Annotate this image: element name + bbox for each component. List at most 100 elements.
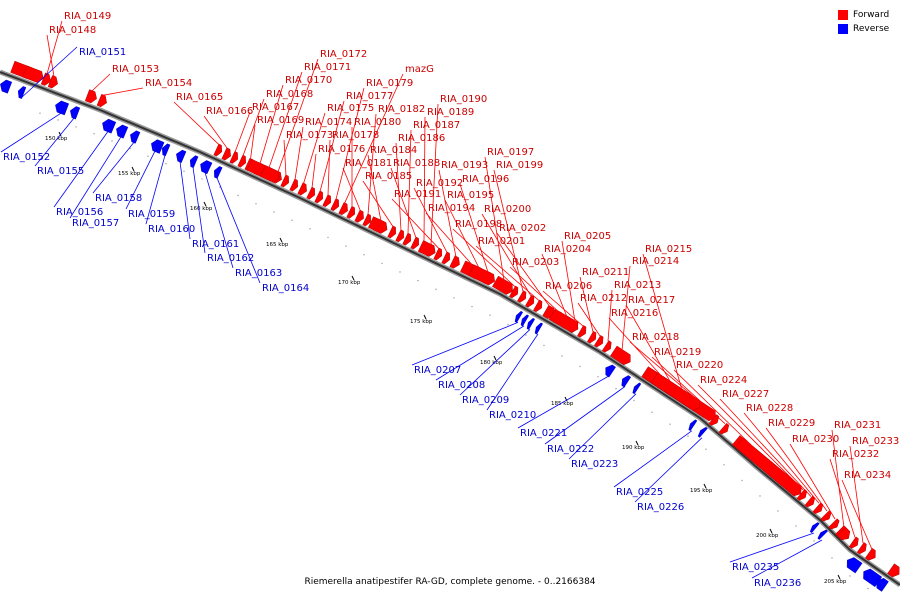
gene-label-ria-0217: RIA_0217 [628, 295, 675, 306]
reverse-gene [817, 529, 828, 540]
scale-dot [651, 411, 653, 413]
gene-label-ria-0162: RIA_0162 [207, 253, 254, 264]
gene-label-ria-0207: RIA_0207 [414, 365, 461, 376]
forward-gene [441, 251, 450, 265]
leader-line [391, 198, 440, 249]
tick-label: 175 kbp [410, 319, 433, 325]
tick-mark [769, 528, 773, 534]
reverse-gene [55, 100, 69, 116]
forward-gene [548, 308, 579, 333]
scale-dot [723, 464, 725, 466]
scale-dot [57, 119, 59, 121]
leader-line [613, 430, 693, 488]
gene-label-ria-0172: RIA_0172 [320, 49, 367, 60]
forward-gene [368, 216, 388, 234]
leader-line [173, 101, 220, 145]
reverse-gene [520, 314, 530, 327]
tick-label: 150 kbp [45, 136, 68, 142]
gene-label-ria-0184: RIA_0184 [370, 145, 417, 156]
reverse-gene [605, 364, 616, 378]
scale-dot [795, 525, 797, 527]
leader-line [367, 113, 377, 215]
forward-gene [848, 536, 859, 549]
leader-line [481, 213, 532, 297]
scale-dot [561, 355, 563, 357]
gene-label-ria-0178: RIA_0178 [332, 130, 379, 141]
tick-mark [351, 275, 355, 281]
legend: Forward Reverse [838, 8, 900, 36]
scale-dot [777, 510, 779, 512]
reverse-gene [526, 317, 536, 330]
gene-label-ria-0200: RIA_0200 [484, 204, 531, 215]
forward-gene [289, 178, 298, 192]
gene-label-ria-0168: RIA_0168 [266, 89, 313, 100]
leader-line [145, 155, 166, 225]
forward-gene [836, 526, 851, 541]
leader-line [607, 289, 613, 342]
tick-mark [58, 131, 62, 137]
leader-line [438, 169, 457, 257]
leader-line [435, 325, 525, 381]
gene-label-ria-0173: RIA_0173 [286, 130, 333, 141]
leader-line [367, 154, 382, 221]
scale-dot [39, 112, 41, 114]
reverse-gene [534, 322, 544, 335]
forward-gene [468, 264, 495, 286]
leader-line [743, 412, 820, 504]
leader-line [204, 172, 234, 269]
gene-label-ria-0171: RIA_0171 [304, 62, 351, 73]
gene-label-ria-0156: RIA_0156 [56, 207, 103, 218]
gene-label-ria-0212: RIA_0212 [580, 293, 627, 304]
scale-dot [111, 140, 113, 142]
gene-label-ria-0194: RIA_0194 [428, 203, 475, 214]
gene-label-ria-0221: RIA_0221 [520, 428, 567, 439]
leader-line [577, 302, 601, 337]
leader-line [413, 187, 448, 253]
leader-line [390, 167, 417, 238]
leader-line [411, 322, 519, 366]
forward-swatch [838, 10, 848, 20]
leader-line [335, 87, 365, 200]
forward-gene [525, 295, 535, 308]
scale-dot [453, 297, 455, 299]
gene-label-ria-0222: RIA_0222 [547, 444, 594, 455]
leader-line [629, 341, 716, 416]
forward-gene [509, 285, 519, 299]
reverse-gene [697, 426, 708, 438]
forward-gene [280, 174, 289, 188]
genome-backbone [0, 71, 900, 586]
leader-line [250, 124, 256, 160]
forward-gene [221, 147, 231, 161]
scale-dot [615, 387, 617, 390]
gene-label-ria-0181: RIA_0181 [345, 158, 392, 169]
gene-label-ria-0201: RIA_0201 [478, 236, 525, 247]
gene-label-ria-0197: RIA_0197 [487, 147, 534, 158]
legend-reverse: Reverse [838, 22, 900, 36]
scale-dot [435, 288, 437, 290]
reverse-gene [130, 130, 141, 144]
gene-label-ria-0232: RIA_0232 [832, 449, 879, 460]
leader-line [395, 142, 402, 231]
leader-line [697, 384, 804, 491]
reverse-gene [116, 124, 129, 139]
leader-line [311, 153, 317, 188]
leader-line [625, 304, 672, 384]
gene-label-ria-0234: RIA_0234 [844, 470, 891, 481]
gene-label-ria-0153: RIA_0153 [112, 64, 159, 75]
genes-layer [0, 60, 900, 592]
gene-label-ria-0209: RIA_0209 [462, 395, 509, 406]
leader-line [283, 139, 287, 176]
tick-label: 160 kbp [190, 206, 213, 212]
leader-line [475, 245, 540, 301]
reverse-gene [70, 106, 81, 120]
forward-gene [354, 209, 364, 223]
gene-label-ria-0152: RIA_0152 [3, 152, 50, 163]
leader-line [46, 20, 63, 75]
gene-label-ria-0159: RIA_0159 [128, 209, 175, 220]
forward-gene [601, 340, 612, 353]
gene-label-ria-0170: RIA_0170 [285, 75, 332, 86]
leader-line [303, 112, 326, 184]
scale-dot [201, 178, 203, 180]
forward-gene [449, 255, 460, 269]
